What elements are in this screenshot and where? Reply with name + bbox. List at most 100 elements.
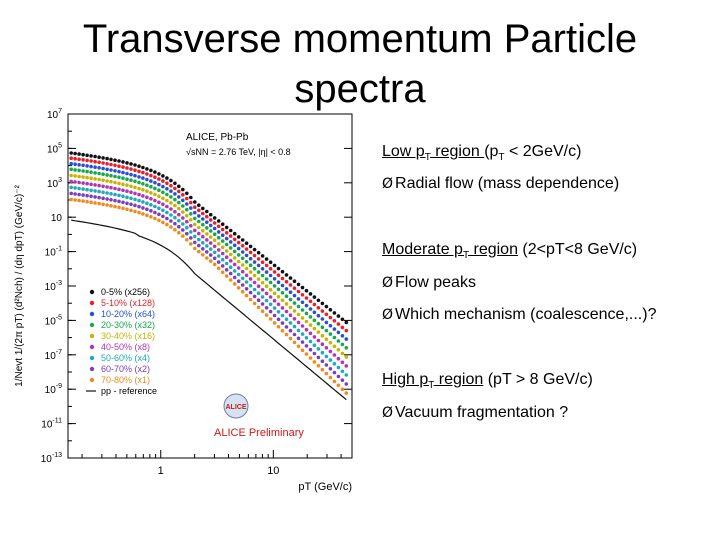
- data-point: [197, 214, 201, 218]
- data-point: [161, 220, 165, 225]
- data-point: [324, 328, 329, 333]
- data-point: [125, 189, 129, 193]
- data-point: [236, 253, 241, 257]
- data-point: [264, 263, 269, 268]
- data-point: [340, 378, 345, 383]
- data-point: [185, 225, 189, 230]
- data-point: [276, 325, 281, 329]
- data-point: [205, 232, 209, 236]
- data-point: [81, 169, 85, 173]
- data-point: [121, 188, 125, 193]
- data-point: [312, 335, 317, 339]
- data-point: [252, 260, 257, 264]
- data-point: [145, 172, 149, 176]
- data-point: [304, 352, 309, 356]
- data-point: [320, 333, 325, 338]
- data-point: [117, 175, 121, 180]
- data-point: [280, 269, 285, 274]
- data-point: [212, 221, 217, 225]
- data-point: [212, 256, 217, 261]
- data-point: [129, 208, 133, 213]
- data-point: [161, 202, 165, 207]
- data-point: [224, 261, 229, 266]
- data-point: [224, 242, 229, 247]
- legend-marker: [89, 311, 95, 317]
- data-point: [193, 205, 197, 209]
- data-point: [248, 270, 253, 274]
- data-point: [125, 161, 129, 165]
- data-point: [316, 313, 321, 318]
- data-point: [216, 254, 221, 258]
- data-point: [125, 201, 129, 206]
- data-point: [141, 170, 145, 175]
- data-point: [137, 210, 141, 215]
- data-point: [153, 198, 157, 203]
- data-point: [248, 277, 253, 281]
- data-point: [113, 180, 117, 185]
- y-tick-label: 10-3: [45, 280, 62, 293]
- data-point: [344, 391, 349, 395]
- data-point: [288, 297, 293, 302]
- data-point: [73, 198, 77, 202]
- data-point: [69, 191, 73, 196]
- data-point: [101, 166, 105, 171]
- data-point: [208, 218, 213, 222]
- data-point: [288, 321, 293, 325]
- data-point: [264, 270, 269, 274]
- data-point: [137, 180, 141, 185]
- data-point: [73, 180, 77, 184]
- data-point: [169, 213, 173, 217]
- data-point: [292, 340, 297, 345]
- data-point: [256, 298, 261, 302]
- data-point: [197, 203, 201, 207]
- data-point: [296, 328, 301, 333]
- data-point: [85, 158, 89, 163]
- data-point: [69, 151, 73, 155]
- data-point: [89, 176, 93, 180]
- data-point: [316, 338, 321, 343]
- data-point: [101, 202, 105, 207]
- data-point: [169, 178, 173, 183]
- data-point: [93, 159, 97, 164]
- data-point: [344, 337, 349, 341]
- data-point: [85, 164, 89, 168]
- data-point: [117, 164, 121, 168]
- data-point: [165, 176, 169, 180]
- data-point: [324, 320, 329, 325]
- data-point: [260, 280, 265, 285]
- data-point: [304, 344, 309, 348]
- data-point: [125, 183, 129, 187]
- data-point: [145, 167, 149, 171]
- data-point: [193, 200, 197, 204]
- data-point: [105, 173, 109, 177]
- data-point: [260, 260, 265, 264]
- data-point: [201, 222, 205, 227]
- data-point: [276, 280, 281, 284]
- data-point: [224, 236, 229, 241]
- data-point: [89, 182, 93, 187]
- data-point: [173, 227, 177, 232]
- data-point: [157, 212, 161, 217]
- data-point: [340, 369, 345, 374]
- data-point: [212, 216, 217, 220]
- data-point: [101, 184, 105, 189]
- legend-marker: [89, 366, 95, 372]
- data-point: [296, 320, 301, 325]
- data-point: [276, 302, 281, 307]
- data-point: [77, 180, 81, 185]
- data-point: [85, 153, 89, 158]
- data-point: [220, 270, 225, 274]
- data-point: [260, 267, 265, 271]
- data-point: [312, 318, 317, 323]
- arrow-bullet-icon: Ø: [382, 307, 394, 323]
- data-point: [300, 308, 305, 312]
- data-point: [248, 263, 253, 267]
- data-point: [157, 206, 161, 211]
- data-point: [256, 291, 261, 295]
- data-point: [248, 244, 253, 249]
- data-point: [256, 263, 261, 268]
- data-point: [268, 280, 273, 285]
- data-point: [149, 215, 153, 219]
- y-tick-label: 10-5: [45, 314, 62, 327]
- data-point: [177, 218, 181, 223]
